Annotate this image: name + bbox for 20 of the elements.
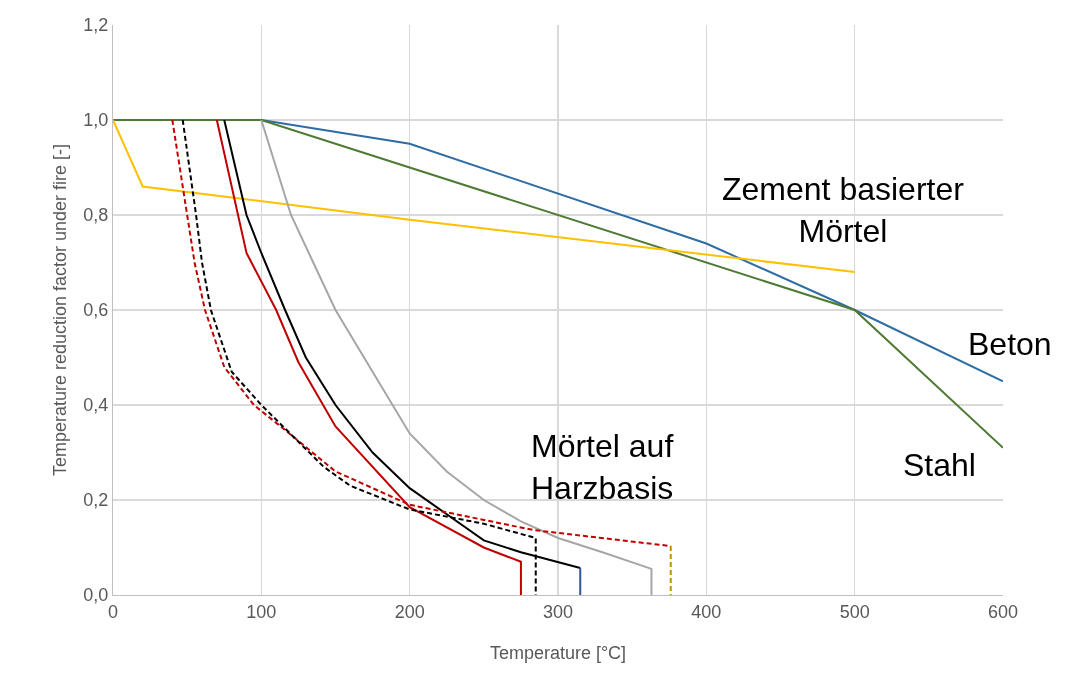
y-tick-label: 1,2 bbox=[83, 15, 109, 36]
y-tick-label: 0,0 bbox=[83, 585, 109, 606]
y-tick-label: 0,2 bbox=[83, 490, 109, 511]
annotation: Zement basierter Mörtel bbox=[722, 171, 965, 249]
y-axis-title: Temperature reduction factor under fire [-] bbox=[49, 143, 70, 477]
x-tick-label: 300 bbox=[542, 601, 574, 622]
annotation: Stahl bbox=[903, 447, 976, 483]
annotation: Beton bbox=[968, 326, 1052, 362]
x-axis-title: Temperature [°C] bbox=[489, 643, 627, 663]
y-tick-label: 0,8 bbox=[83, 205, 109, 226]
x-tick-label: 500 bbox=[839, 601, 870, 622]
annotation: Mörtel auf Harzbasis bbox=[531, 428, 674, 506]
y-tick-label: 1,0 bbox=[83, 110, 109, 131]
x-tick-label: 200 bbox=[394, 601, 425, 622]
y-tick-label: 0,4 bbox=[83, 395, 109, 416]
y-tick-label: 0,6 bbox=[83, 300, 109, 321]
x-tick-label: 400 bbox=[691, 601, 722, 622]
x-tick-label: 600 bbox=[987, 601, 1019, 622]
x-tick-label: 0 bbox=[107, 601, 119, 622]
x-tick-label: 100 bbox=[246, 601, 277, 622]
